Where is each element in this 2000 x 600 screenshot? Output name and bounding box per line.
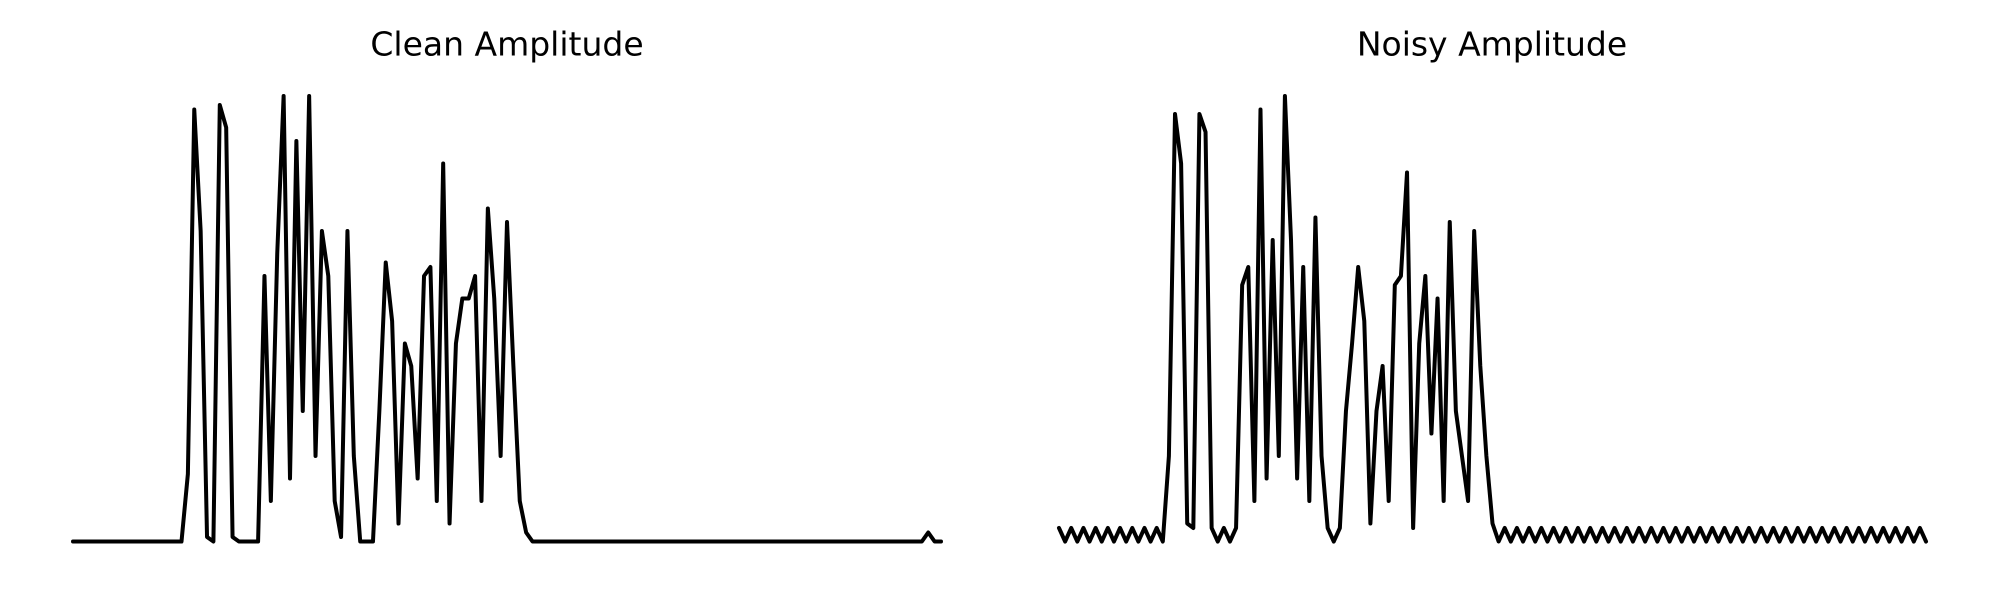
amplitude-line (71, 94, 943, 544)
chart-title: Clean Amplitude (370, 25, 643, 64)
chart-title: Noisy Amplitude (1357, 25, 1627, 64)
amplitude-line (1057, 94, 1928, 544)
